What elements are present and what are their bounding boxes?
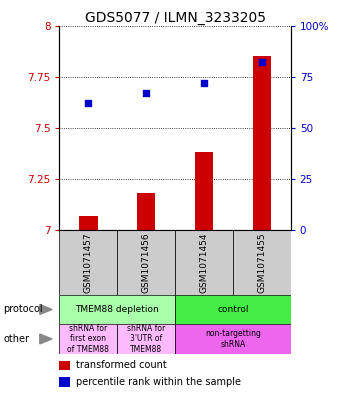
Text: GSM1071455: GSM1071455: [257, 232, 266, 293]
Bar: [59, 230, 117, 295]
Text: GSM1071454: GSM1071454: [200, 232, 208, 292]
Bar: [175, 230, 233, 295]
Polygon shape: [40, 305, 52, 314]
Bar: [59, 361, 70, 370]
Bar: [233, 230, 291, 295]
Point: [86, 100, 91, 107]
Text: GSM1071457: GSM1071457: [84, 232, 93, 293]
Text: shRNA for
3'UTR of
TMEM88: shRNA for 3'UTR of TMEM88: [127, 324, 165, 354]
Bar: [117, 230, 175, 295]
Bar: [253, 56, 271, 230]
Text: TMEM88 depletion: TMEM88 depletion: [75, 305, 159, 314]
Text: protocol: protocol: [3, 305, 43, 314]
Polygon shape: [40, 334, 52, 344]
Text: other: other: [3, 334, 29, 344]
Point: [143, 90, 149, 96]
Point: [259, 59, 265, 66]
Point: [201, 80, 207, 86]
Title: GDS5077 / ILMN_3233205: GDS5077 / ILMN_3233205: [85, 11, 266, 24]
Bar: [79, 216, 98, 230]
Bar: [59, 295, 175, 324]
Bar: [137, 193, 155, 230]
Bar: [59, 324, 117, 354]
Text: control: control: [217, 305, 249, 314]
Text: non-targetting
shRNA: non-targetting shRNA: [205, 329, 261, 349]
Text: transformed count: transformed count: [76, 360, 167, 370]
Bar: [59, 377, 70, 387]
Bar: [175, 324, 291, 354]
Text: GSM1071456: GSM1071456: [142, 232, 151, 293]
Bar: [195, 152, 213, 230]
Text: percentile rank within the sample: percentile rank within the sample: [76, 377, 241, 387]
Bar: [175, 295, 291, 324]
Bar: [117, 324, 175, 354]
Text: shRNA for
first exon
of TMEM88: shRNA for first exon of TMEM88: [67, 324, 109, 354]
